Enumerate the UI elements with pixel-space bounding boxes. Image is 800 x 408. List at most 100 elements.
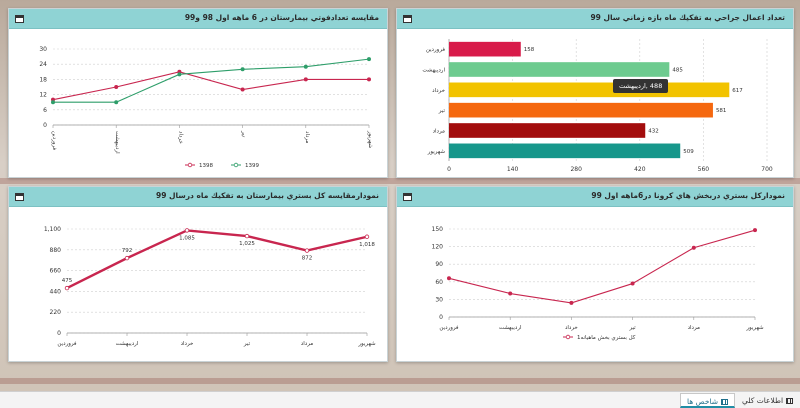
y-tick-label: 0	[43, 122, 47, 129]
y-tick-label: فروردين	[426, 47, 446, 53]
data-point	[64, 285, 70, 291]
panel-corona: نمودارکل بستري دربخش هاي کرونا در6ماهه ا…	[396, 186, 794, 362]
bottom-tab-bar: اطلاعات کلي شاخص ها	[0, 391, 800, 408]
data-point	[364, 234, 370, 239]
chart-surgeries: 0 140 280 420 560 700 فروردين 158 اردیبهشت 485 خرد…	[422, 39, 773, 173]
x-tick-label: تیر	[628, 325, 636, 331]
x-tick-label: 0	[447, 166, 451, 173]
legend-marker	[565, 334, 571, 340]
x-tick-label: فروردین	[51, 131, 57, 151]
bar	[449, 143, 681, 159]
data-label: 617	[732, 88, 743, 94]
grid-icon	[786, 398, 794, 404]
x-tick-label: 140	[507, 166, 519, 173]
panel-title: تعداد اعمال جراحي به تفکيك ماه بازه زمان…	[590, 13, 785, 22]
legend-label: 1399	[245, 163, 259, 169]
data-label: 158	[524, 47, 535, 53]
x-tick-label: 280	[570, 166, 582, 173]
data-point	[244, 233, 250, 239]
series-line	[448, 229, 756, 304]
y-tick-label: 0	[439, 314, 443, 321]
chart-deaths: 0 6 12 18 24 30 فروردین اردیبهشت خرداد تیر مرداد شه…	[39, 46, 373, 169]
data-point	[51, 100, 56, 105]
x-tick-label: مرداد	[688, 325, 700, 331]
window-icon[interactable]	[403, 15, 412, 23]
y-tick-label: مرداد	[433, 129, 445, 135]
y-tick-label: اردیبهشت	[422, 68, 445, 74]
series-line	[52, 71, 369, 101]
data-point	[304, 248, 310, 253]
chart-admissions: 0 220 440 660 880 1,100 فروردین اردیبهشت خرداد تی…	[44, 226, 376, 347]
bar	[449, 82, 730, 98]
data-point	[114, 85, 119, 90]
x-tick-label: مرداد	[301, 341, 313, 347]
chart-tooltip: 488 ,اردیبهشت	[613, 79, 669, 93]
data-label: 1,025	[239, 241, 255, 247]
x-tick-label: خرداد	[177, 131, 183, 144]
bar	[449, 41, 521, 57]
window-icon[interactable]	[15, 15, 24, 23]
data-point	[447, 276, 452, 281]
series-line	[53, 58, 370, 103]
tab-general-info[interactable]: اطلاعات کلي	[736, 393, 799, 408]
panel-admissions: نمودارمقایسه کل بستري بيمارستان به تفکيك…	[8, 186, 388, 362]
window-icon[interactable]	[15, 193, 24, 201]
tab-label: اطلاعات کلي	[742, 396, 784, 405]
data-label: 1,085	[179, 235, 195, 241]
grid-icon	[721, 399, 729, 405]
data-point	[124, 255, 130, 261]
x-tick-label: شهریور	[745, 325, 764, 331]
tab-label: شاخص ها	[687, 397, 719, 406]
panel-surgeries: تعداد اعمال جراحي به تفکيك ماه بازه زمان…	[396, 8, 794, 178]
data-point	[752, 228, 757, 233]
x-tick-label: اردیبهشت	[499, 325, 522, 331]
chart-corona: 0 30 60 90 120 150 فروردین اردیبهشت خرداد تیر مردا…	[432, 226, 764, 341]
data-label: 792	[122, 248, 133, 254]
y-tick-label: تیر	[438, 108, 446, 114]
x-tick-label: 420	[634, 166, 646, 173]
data-point	[569, 300, 574, 305]
y-tick-label: 660	[50, 268, 62, 275]
y-tick-label: 440	[50, 288, 62, 295]
x-tick-label: خرداد	[181, 341, 194, 347]
series-line	[66, 229, 368, 290]
bar	[449, 62, 670, 77]
y-tick-label: 150	[432, 226, 444, 233]
panel-header: مقایسه تعدادفوتي بیمارستان در 6 ماهه اول…	[9, 9, 387, 29]
panel-title: مقایسه تعدادفوتي بیمارستان در 6 ماهه اول…	[184, 13, 379, 22]
x-tick-label: اردیبهشت	[114, 131, 120, 154]
data-point	[630, 281, 635, 286]
y-tick-label: 18	[39, 76, 47, 83]
y-tick-label: 30	[39, 46, 47, 53]
y-tick-label: شهریور	[427, 149, 446, 155]
x-tick-label: 560	[698, 166, 710, 173]
data-label: 509	[683, 149, 694, 155]
data-point	[184, 228, 190, 233]
y-tick-label: 60	[435, 279, 443, 286]
data-point	[366, 57, 371, 62]
tab-indicators[interactable]: شاخص ها	[680, 393, 736, 408]
x-tick-label: خرداد	[565, 325, 578, 331]
y-tick-label: 90	[435, 261, 443, 268]
y-tick-label: 120	[432, 244, 444, 251]
x-tick-label: فروردین	[439, 325, 459, 331]
data-point	[366, 77, 371, 82]
panel-header: تعداد اعمال جراحي به تفکيك ماه بازه زمان…	[397, 9, 793, 29]
x-tick-label: شهریور	[357, 341, 376, 347]
legend-label: کل بستري بخش ماهيانه1	[577, 334, 636, 341]
x-tick-label: شهریور	[367, 130, 373, 149]
panel-title: نمودارمقایسه کل بستري بيمارستان به تفکيك…	[155, 191, 379, 200]
data-point	[114, 100, 119, 105]
data-point	[240, 87, 245, 92]
bar	[449, 102, 713, 118]
y-tick-label: 0	[57, 330, 61, 337]
bar	[449, 123, 646, 138]
data-label: 485	[672, 68, 683, 74]
window-icon[interactable]	[403, 193, 412, 201]
panel-title: نمودارکل بستري دربخش هاي کرونا در6ماهه ا…	[591, 191, 785, 200]
y-tick-label: 30	[435, 296, 443, 303]
data-label: 872	[302, 256, 313, 262]
data-point	[303, 64, 308, 69]
y-tick-label: 1,100	[44, 226, 61, 233]
x-tick-label: مرداد	[304, 131, 310, 143]
